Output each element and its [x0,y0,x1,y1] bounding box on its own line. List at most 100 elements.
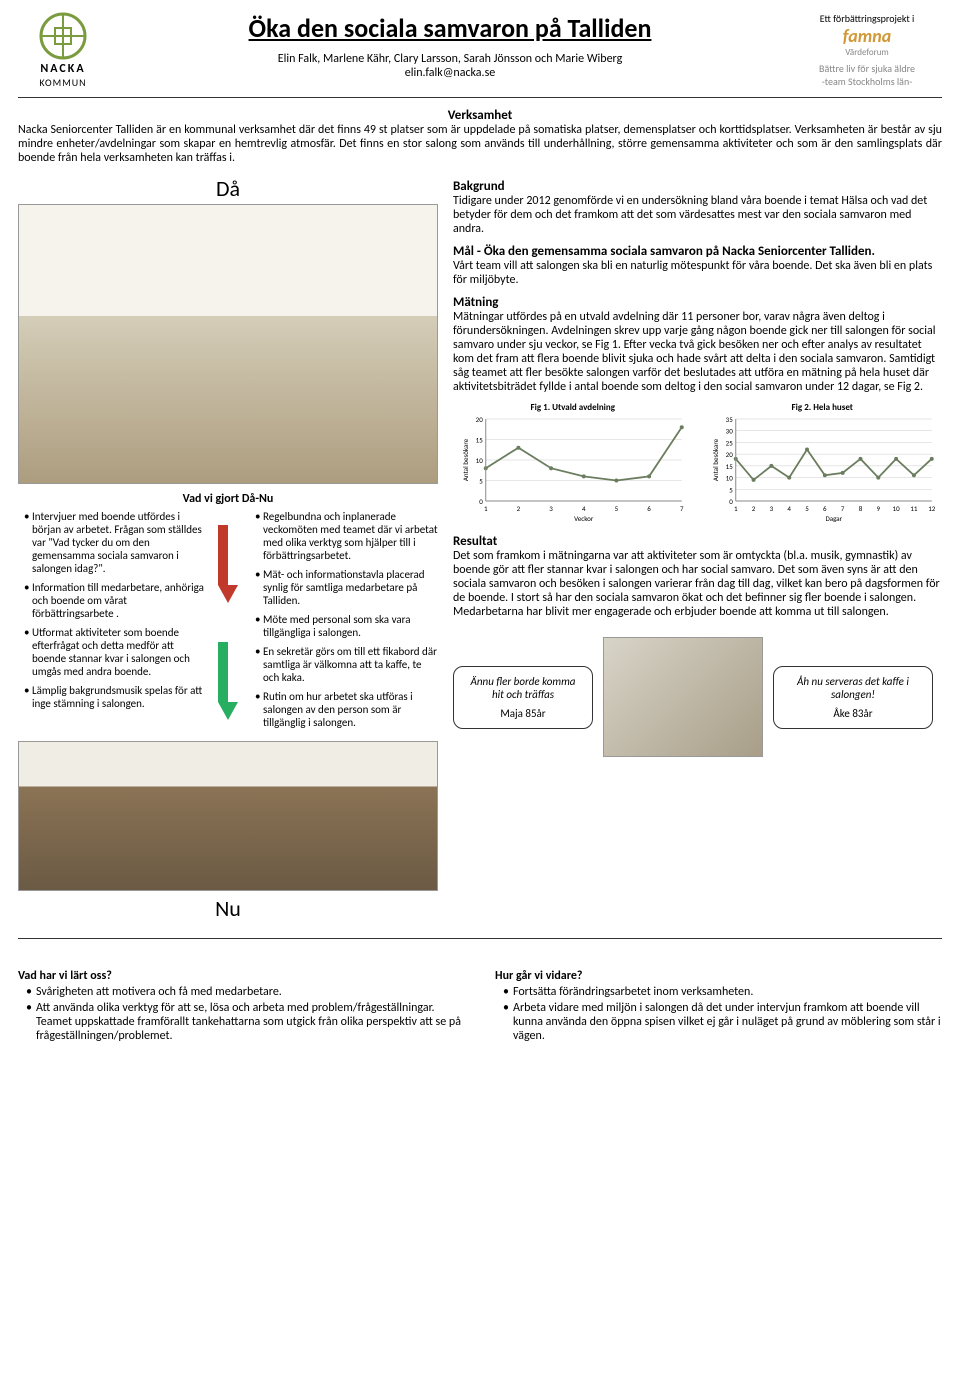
verksamhet-body: Nacka Seniorcenter Talliden är en kommun… [18,123,942,165]
bakgrund-body: Tidigare under 2012 genomförde vi en und… [453,194,942,236]
poster-page: NACKA KOMMUN Öka den sociala samvaron på… [0,0,960,1057]
photo-coffee [603,637,763,757]
mal-body: Vårt team vill att salongen ska bli en n… [453,259,942,287]
quote-right: Åh nu serveras det kaffe i salongen! Åke… [773,666,933,729]
footer-right-title: Hur går vi vidare? [495,969,942,983]
arrows [213,510,243,735]
quote-left: Ännu fler borde komma hit och träffas Ma… [453,666,593,729]
svg-text:9: 9 [876,504,880,513]
svg-text:7: 7 [680,504,684,513]
arrow-green-head-icon [218,702,238,720]
verksamhet-title: Verksamhet [18,108,942,123]
column-left: Då Vad vi gjort Då-Nu Intervjuer med boe… [18,175,438,922]
da-nu-left-item: Utformat aktiviteter som boende efterfrå… [24,626,207,678]
chart2-title: Fig 2. Hela huset [703,402,943,413]
svg-text:2: 2 [517,504,521,513]
svg-text:5: 5 [615,504,619,513]
nu-label: Nu [18,895,438,922]
verksamhet-section: Verksamhet Nacka Seniorcenter Talliden ä… [18,108,942,165]
da-nu-title: Vad vi gjort Då-Nu [18,492,438,506]
svg-text:3: 3 [549,504,553,513]
svg-text:7: 7 [840,504,844,513]
right-line2: -team Stockholms län- [792,75,942,88]
svg-text:10: 10 [892,504,900,513]
bakgrund-title: Bakgrund [453,179,942,194]
footer-right-item: Fortsätta förändringsarbetet inom verksa… [503,985,942,999]
header-center: Öka den sociala samvaron på Talliden Eli… [118,12,782,80]
matning-body: Mätningar utfördes på en utvald avdelnin… [453,310,942,394]
footer-divider [18,938,942,939]
svg-text:Veckor: Veckor [574,514,594,523]
right-line1: Bättre liv för sjuka äldre [792,62,942,75]
da-nu-right-item: Rutin om hur arbetet ska utföras i salon… [255,690,438,729]
column-right: Bakgrund Tidigare under 2012 genomförde … [453,175,942,922]
svg-text:2: 2 [751,504,755,513]
logo-nacka-sub: KOMMUN [18,76,108,89]
svg-text:15: 15 [476,436,484,445]
svg-text:25: 25 [725,438,733,447]
quotes-row: Ännu fler borde komma hit och träffas Ma… [453,637,942,757]
footer-right-item: Arbeta vidare med miljön i salongen då d… [503,1001,942,1043]
quote-right-text: Åh nu serveras det kaffe i salongen! [784,675,922,701]
svg-text:5: 5 [479,477,483,486]
authors: Elin Falk, Marlene Kähr, Clary Larsson, … [118,52,782,66]
chart1-svg: 051015201234567Antal besökareVeckor [453,413,693,523]
da-label: Då [18,175,438,202]
da-nu-left: Intervjuer med boende utfördes i början … [18,510,207,735]
da-nu-right-item: En sekretär görs om till ett fikabord dä… [255,645,438,684]
svg-text:Antal besökare: Antal besökare [461,438,470,481]
svg-text:Antal besökare: Antal besökare [710,438,719,481]
arrow-red-icon [218,525,228,585]
resultat-title: Resultat [453,534,942,549]
svg-text:35: 35 [725,415,733,424]
main-columns: Då Vad vi gjort Då-Nu Intervjuer med boe… [18,175,942,922]
da-nu-right: Regelbundna och inplanerade veckomöten m… [249,510,438,735]
svg-text:1: 1 [733,504,737,513]
svg-text:15: 15 [725,462,733,471]
svg-text:10: 10 [725,474,733,483]
header-right: Ett förbättringsprojekt i famna Värdefor… [792,12,942,88]
arrow-red-head-icon [218,585,238,603]
famna-sub: Värdeforum [792,47,942,58]
svg-text:12: 12 [928,504,936,513]
logo-nacka-text: NACKA [18,62,108,76]
chart2-box: Fig 2. Hela huset 0510152025303512345678… [703,402,943,528]
arrow-green-icon [218,642,228,702]
resultat-body: Det som framkom i mätningarna var att ak… [453,549,942,619]
da-nu-left-item: Information till medarbetare, anhöriga o… [24,581,207,620]
famna-logo: famna [792,25,942,47]
footer-left-item: Att använda olika verktyg för att se, lö… [26,1001,465,1043]
footer-left-title: Vad har vi lärt oss? [18,969,465,983]
footer-row: Vad har vi lärt oss? Svårigheten att mot… [18,969,942,1045]
header: NACKA KOMMUN Öka den sociala samvaron på… [18,12,942,98]
da-nu-columns: Intervjuer med boende utfördes i början … [18,510,438,735]
quote-right-attr: Åke 83år [784,707,922,720]
charts-row: Fig 1. Utvald avdelning 051015201234567A… [453,402,942,528]
svg-text:5: 5 [805,504,809,513]
nacka-icon [39,12,87,60]
svg-text:30: 30 [725,427,733,436]
email: elin.falk@nacka.se [118,66,782,80]
svg-text:3: 3 [769,504,773,513]
mal-title: Mål - Öka den gemensamma sociala samvaro… [453,244,942,259]
photo-room-before [18,204,438,484]
svg-text:20: 20 [476,415,484,424]
svg-text:4: 4 [582,504,586,513]
chart1-title: Fig 1. Utvald avdelning [453,402,693,413]
right-top: Ett förbättringsprojekt i [792,12,942,25]
footer-left: Vad har vi lärt oss? Svårigheten att mot… [18,969,465,1045]
svg-text:4: 4 [787,504,791,513]
logo-nacka: NACKA KOMMUN [18,12,108,89]
svg-text:20: 20 [725,450,733,459]
svg-text:8: 8 [858,504,862,513]
svg-text:0: 0 [479,497,483,506]
chart2-svg: 05101520253035123456789101112Antal besök… [703,413,943,523]
footer-right: Hur går vi vidare? Fortsätta förändrings… [495,969,942,1045]
page-title: Öka den sociala samvaron på Talliden [118,12,782,44]
chart1-box: Fig 1. Utvald avdelning 051015201234567A… [453,402,693,528]
quote-left-text: Ännu fler borde komma hit och träffas [464,675,582,701]
da-nu-right-item: Regelbundna och inplanerade veckomöten m… [255,510,438,562]
svg-text:6: 6 [647,504,651,513]
svg-text:5: 5 [729,485,733,494]
da-nu-left-item: Lämplig bakgrundsmusik spelas för att in… [24,684,207,710]
